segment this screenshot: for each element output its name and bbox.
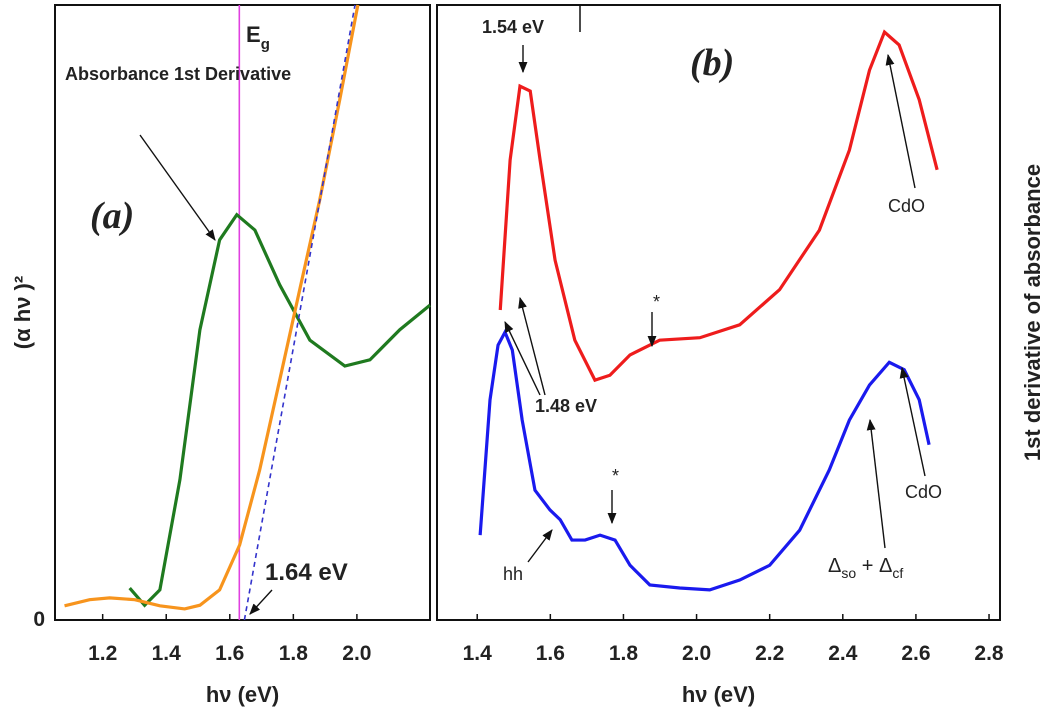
x-tick-label: 2.0: [682, 642, 711, 665]
annotation: Δso + Δcf: [828, 555, 903, 581]
eg-main: E: [246, 22, 261, 47]
x-axis-label: hν (eV): [206, 682, 279, 707]
annotation: CdO: [888, 196, 925, 216]
x-tick-label: 2.0: [342, 642, 371, 665]
annotation: *: [612, 466, 619, 486]
x-tick-label: 1.6: [215, 642, 244, 665]
eg-sub: g: [261, 36, 270, 53]
curve: [64, 4, 360, 611]
eg-label: Eg: [246, 22, 270, 53]
annotation: 1.48 eV: [535, 396, 597, 416]
arrow: [139, 134, 216, 241]
annotation: hh: [503, 564, 523, 584]
annotation: 1.54 eV: [482, 17, 544, 37]
y-axis-label: 1st derivative of absorbance: [1020, 164, 1045, 461]
y-tick-label: 0: [33, 608, 45, 631]
annotation: Absorbance 1st Derivative: [65, 64, 291, 84]
x-tick-label: 2.6: [901, 642, 930, 665]
ann-sub: cf: [892, 565, 903, 581]
annotation: CdO: [905, 482, 942, 502]
panel-label: (b): [690, 42, 734, 84]
x-tick-label: 2.4: [828, 642, 858, 665]
ann-part: + Δ: [856, 555, 892, 577]
x-tick-label: 1.4: [463, 642, 493, 665]
annotation: 1.64 eV: [265, 559, 348, 586]
x-tick-label: 1.4: [152, 642, 182, 665]
panel-a-frame: [54, 4, 431, 621]
x-tick-label: 1.2: [88, 642, 117, 665]
annotation: *: [653, 292, 660, 312]
ann-part: Δ: [828, 555, 841, 577]
arrow: [518, 296, 546, 396]
panel-a: 1.2 1.4 1.6 1.8 2.0 0 hν (eV) (α hν )²: [10, 4, 432, 707]
curve: [498, 29, 939, 383]
curve: [478, 328, 931, 592]
y-axis-label: (α hν )²: [10, 276, 35, 349]
ann-sub: so: [841, 565, 856, 581]
x-tick-label: 1.8: [609, 642, 639, 665]
x-tick-label: 2.2: [755, 642, 784, 665]
panel-b: 1.4 1.6 1.8 2.0 2.2 2.4 2.6 2.8 hν (eV) 1st deriv…: [463, 29, 1045, 707]
curve: [128, 212, 432, 608]
arrow: [885, 53, 916, 189]
curve: [243, 4, 356, 621]
arrow: [527, 529, 553, 563]
panel-b-frame: [436, 4, 1001, 621]
x-tick-label: 1.8: [279, 642, 309, 665]
x-tick-label: 1.6: [536, 642, 565, 665]
x-tick-label: 2.8: [974, 642, 1004, 665]
arrow: [866, 418, 886, 549]
x-axis-label: hν (eV): [682, 682, 755, 707]
arrow: [504, 320, 541, 396]
panel-label: (a): [90, 195, 134, 237]
arrow: [899, 366, 926, 477]
arrow: [249, 589, 273, 615]
